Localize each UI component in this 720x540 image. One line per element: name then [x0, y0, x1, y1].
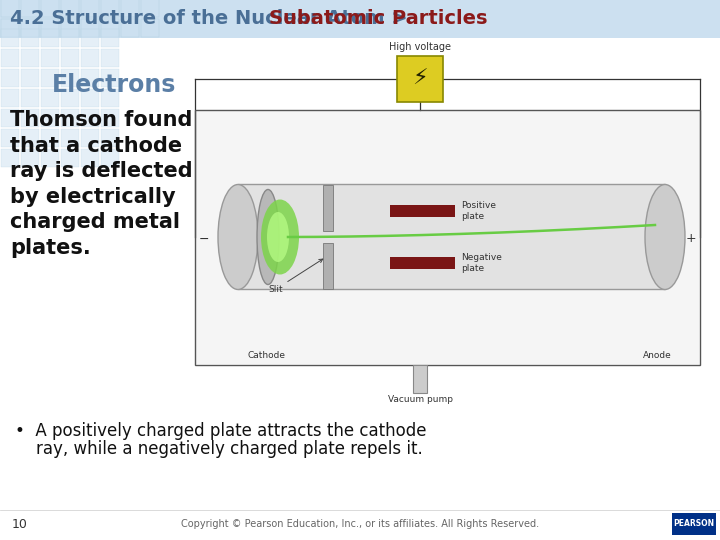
FancyBboxPatch shape	[141, 19, 159, 37]
FancyBboxPatch shape	[101, 29, 119, 47]
FancyBboxPatch shape	[81, 0, 99, 17]
FancyBboxPatch shape	[81, 29, 99, 47]
Text: Vacuum pump: Vacuum pump	[387, 395, 452, 404]
Text: •  A positively charged plate attracts the cathode: • A positively charged plate attracts th…	[15, 422, 426, 440]
Text: Positive
plate: Positive plate	[461, 201, 496, 221]
FancyBboxPatch shape	[41, 19, 59, 37]
FancyBboxPatch shape	[81, 109, 99, 127]
FancyBboxPatch shape	[672, 513, 716, 535]
Text: 4.2 Structure of the Nuclear Atom >: 4.2 Structure of the Nuclear Atom >	[10, 10, 415, 29]
Text: Electrons: Electrons	[52, 73, 176, 97]
FancyBboxPatch shape	[1, 149, 19, 167]
FancyBboxPatch shape	[21, 129, 39, 147]
FancyBboxPatch shape	[101, 69, 119, 87]
Text: Slit: Slit	[268, 259, 323, 294]
FancyBboxPatch shape	[81, 89, 99, 107]
FancyBboxPatch shape	[121, 19, 139, 37]
FancyBboxPatch shape	[101, 129, 119, 147]
Text: +: +	[685, 233, 696, 246]
FancyBboxPatch shape	[101, 0, 119, 17]
FancyBboxPatch shape	[61, 19, 79, 37]
FancyBboxPatch shape	[41, 0, 59, 17]
FancyBboxPatch shape	[397, 56, 443, 102]
FancyBboxPatch shape	[81, 19, 99, 37]
FancyBboxPatch shape	[121, 0, 139, 17]
FancyBboxPatch shape	[21, 89, 39, 107]
FancyBboxPatch shape	[61, 29, 79, 47]
FancyBboxPatch shape	[238, 184, 665, 289]
FancyBboxPatch shape	[21, 19, 39, 37]
FancyBboxPatch shape	[61, 0, 79, 17]
Ellipse shape	[261, 199, 299, 274]
FancyBboxPatch shape	[101, 89, 119, 107]
FancyBboxPatch shape	[61, 49, 79, 67]
FancyBboxPatch shape	[1, 29, 19, 47]
FancyBboxPatch shape	[101, 49, 119, 67]
FancyBboxPatch shape	[1, 129, 19, 147]
FancyBboxPatch shape	[390, 205, 455, 217]
FancyBboxPatch shape	[390, 257, 455, 269]
Text: Cathode: Cathode	[247, 351, 285, 360]
FancyBboxPatch shape	[41, 49, 59, 67]
Ellipse shape	[267, 212, 289, 262]
Text: Thomson found
that a cathode
ray is deflected
by electrically
charged metal
plat: Thomson found that a cathode ray is defl…	[10, 110, 193, 258]
FancyBboxPatch shape	[0, 0, 720, 38]
FancyBboxPatch shape	[1, 0, 19, 17]
FancyBboxPatch shape	[41, 149, 59, 167]
Text: Copyright © Pearson Education, Inc., or its affiliates. All Rights Reserved.: Copyright © Pearson Education, Inc., or …	[181, 519, 539, 529]
FancyBboxPatch shape	[41, 129, 59, 147]
Text: PEARSON: PEARSON	[673, 519, 714, 529]
FancyBboxPatch shape	[81, 149, 99, 167]
FancyBboxPatch shape	[1, 49, 19, 67]
FancyBboxPatch shape	[21, 29, 39, 47]
FancyBboxPatch shape	[1, 109, 19, 127]
FancyBboxPatch shape	[81, 69, 99, 87]
Text: High voltage: High voltage	[389, 42, 451, 52]
Text: Subatomic Particles: Subatomic Particles	[269, 10, 487, 29]
FancyBboxPatch shape	[61, 149, 79, 167]
FancyBboxPatch shape	[41, 29, 59, 47]
Text: Negative
plate: Negative plate	[461, 253, 502, 273]
FancyBboxPatch shape	[41, 109, 59, 127]
FancyBboxPatch shape	[21, 0, 39, 17]
FancyBboxPatch shape	[21, 49, 39, 67]
FancyBboxPatch shape	[61, 69, 79, 87]
Text: Anode: Anode	[643, 351, 671, 360]
FancyBboxPatch shape	[81, 129, 99, 147]
FancyBboxPatch shape	[21, 149, 39, 167]
FancyBboxPatch shape	[413, 365, 427, 393]
FancyBboxPatch shape	[1, 89, 19, 107]
FancyBboxPatch shape	[61, 89, 79, 107]
FancyBboxPatch shape	[41, 69, 59, 87]
Ellipse shape	[218, 185, 258, 289]
FancyBboxPatch shape	[1, 19, 19, 37]
FancyBboxPatch shape	[196, 111, 699, 364]
FancyBboxPatch shape	[323, 243, 333, 289]
FancyBboxPatch shape	[101, 109, 119, 127]
FancyBboxPatch shape	[141, 0, 159, 17]
FancyBboxPatch shape	[21, 69, 39, 87]
FancyBboxPatch shape	[101, 19, 119, 37]
FancyBboxPatch shape	[101, 149, 119, 167]
Text: 10: 10	[12, 517, 28, 530]
FancyBboxPatch shape	[61, 129, 79, 147]
FancyBboxPatch shape	[61, 109, 79, 127]
FancyBboxPatch shape	[21, 109, 39, 127]
Ellipse shape	[645, 185, 685, 289]
FancyBboxPatch shape	[323, 185, 333, 231]
Text: ⚡: ⚡	[412, 69, 428, 89]
Ellipse shape	[257, 190, 279, 285]
Text: −: −	[199, 233, 210, 246]
Text: ray, while a negatively charged plate repels it.: ray, while a negatively charged plate re…	[15, 440, 423, 458]
FancyBboxPatch shape	[1, 69, 19, 87]
FancyBboxPatch shape	[81, 49, 99, 67]
FancyBboxPatch shape	[41, 89, 59, 107]
